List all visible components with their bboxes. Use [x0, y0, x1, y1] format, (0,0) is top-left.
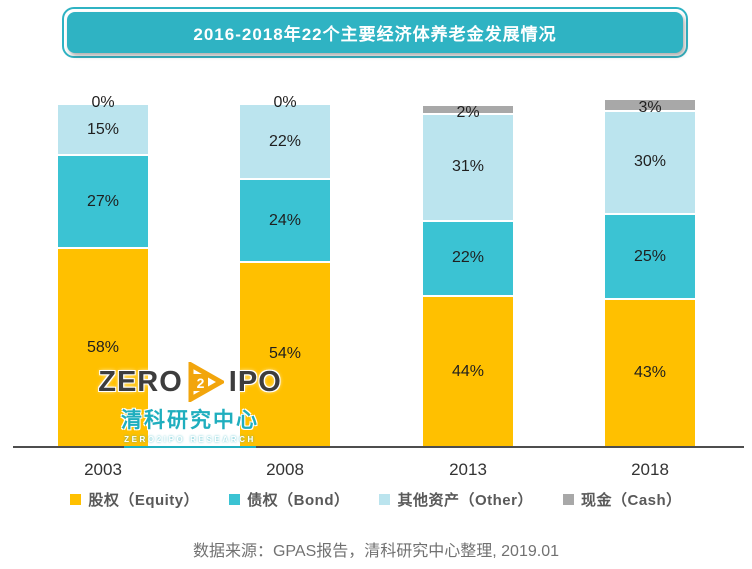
bar-2018: 3% 30% 25% 43%: [605, 99, 695, 446]
legend-item-其他资产（Other）: 其他资产（Other）: [379, 489, 533, 510]
bar-2013: 2% 31% 22% 44%: [423, 105, 513, 446]
segment-value-label: 31%: [451, 158, 485, 176]
legend-swatch-icon: [379, 494, 391, 505]
segment-value-label: 27%: [86, 192, 120, 210]
bar-segment-2018-现金（Cash）: 3%: [605, 99, 695, 115]
x-axis-label-2003: 2003: [84, 460, 122, 479]
segment-value-label: 0%: [273, 94, 297, 111]
bar-segment-2003-债权（Bond）: 27%: [58, 154, 148, 248]
bar-segment-2018-债权（Bond）: 25%: [605, 212, 695, 299]
bar-segment-2018-股权（Equity）: 43%: [605, 298, 695, 446]
segment-value-label: 30%: [633, 153, 667, 171]
segment-value-label: 43%: [633, 364, 667, 382]
legend: 股权（Equity） 债权（Bond） 其他资产（Other） 现金（Cash）: [0, 489, 752, 510]
segment-value-label: 22%: [451, 249, 485, 267]
segment-value-label: 0%: [91, 94, 115, 111]
x-axis-label-2008: 2008: [266, 460, 304, 479]
bar-2008: 0% 22% 24% 54%: [240, 95, 330, 446]
x-axis-label-2013: 2013: [449, 460, 487, 479]
x-axis-line: [13, 446, 744, 448]
legend-swatch-icon: [229, 494, 241, 505]
source-note: 数据来源：GPAS报告，清科研究中心整理, 2019.01: [192, 543, 559, 560]
bar-segment-2008-其他资产（Other）: 22%: [240, 103, 330, 179]
bar-segment-2013-其他资产（Other）: 31%: [423, 113, 513, 220]
segment-value-label: 2%: [456, 104, 480, 122]
legend-swatch-icon: [70, 494, 82, 505]
segment-value-label: 54%: [268, 345, 302, 363]
bar-segment-2008-债权（Bond）: 24%: [240, 178, 330, 261]
x-axis-label-2018: 2018: [631, 460, 669, 479]
legend-label: 债权（Bond）: [247, 492, 350, 509]
bar-segment-2013-股权（Equity）: 44%: [423, 295, 513, 446]
bar-segment-2003-其他资产（Other）: 15%: [58, 103, 148, 155]
legend-label: 其他资产（Other）: [397, 492, 533, 509]
segment-value-label: 25%: [633, 247, 667, 265]
legend-label: 股权（Equity）: [88, 492, 200, 509]
chart-title: 2016-2018年22个主要经济体养老金发展情况: [67, 12, 683, 53]
segment-value-label: 24%: [268, 211, 302, 229]
legend-item-现金（Cash）: 现金（Cash）: [563, 489, 682, 510]
bar-segment-2003-股权（Equity）: 58%: [58, 247, 148, 446]
legend-item-股权（Equity）: 股权（Equity）: [70, 489, 199, 510]
bar-segment-2013-现金（Cash）: 2%: [423, 105, 513, 121]
legend-item-债权（Bond）: 债权（Bond）: [229, 489, 349, 510]
legend-swatch-icon: [563, 494, 574, 505]
segment-value-label: 15%: [86, 120, 120, 138]
segment-value-label: 3%: [638, 98, 662, 116]
legend-label: 现金（Cash）: [581, 492, 682, 509]
bar-segment-2013-债权（Bond）: 22%: [423, 219, 513, 296]
segment-value-label: 44%: [451, 362, 485, 380]
bar-segment-2018-其他资产（Other）: 30%: [605, 109, 695, 213]
segment-value-label: 22%: [268, 132, 302, 150]
bar-2003: 0% 15% 27% 58%: [58, 95, 148, 446]
title-banner: 2016-2018年22个主要经济体养老金发展情况: [62, 7, 688, 58]
segment-value-label: 58%: [86, 338, 120, 356]
bar-segment-2008-股权（Equity）: 54%: [240, 260, 330, 446]
